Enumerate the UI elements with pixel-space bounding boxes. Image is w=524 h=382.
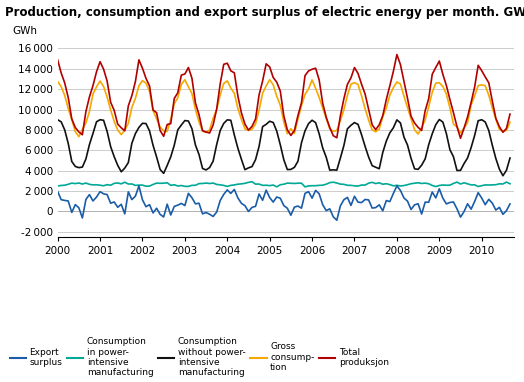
Legend: Export
surplus, Consumption
in power-
intensive
manufacturing, Consumption
witho: Export surplus, Consumption in power- in… [10,337,389,377]
Text: GWh: GWh [12,26,37,36]
Text: Production, consumption and export surplus of electric energy per month. GWh: Production, consumption and export surpl… [5,6,524,19]
